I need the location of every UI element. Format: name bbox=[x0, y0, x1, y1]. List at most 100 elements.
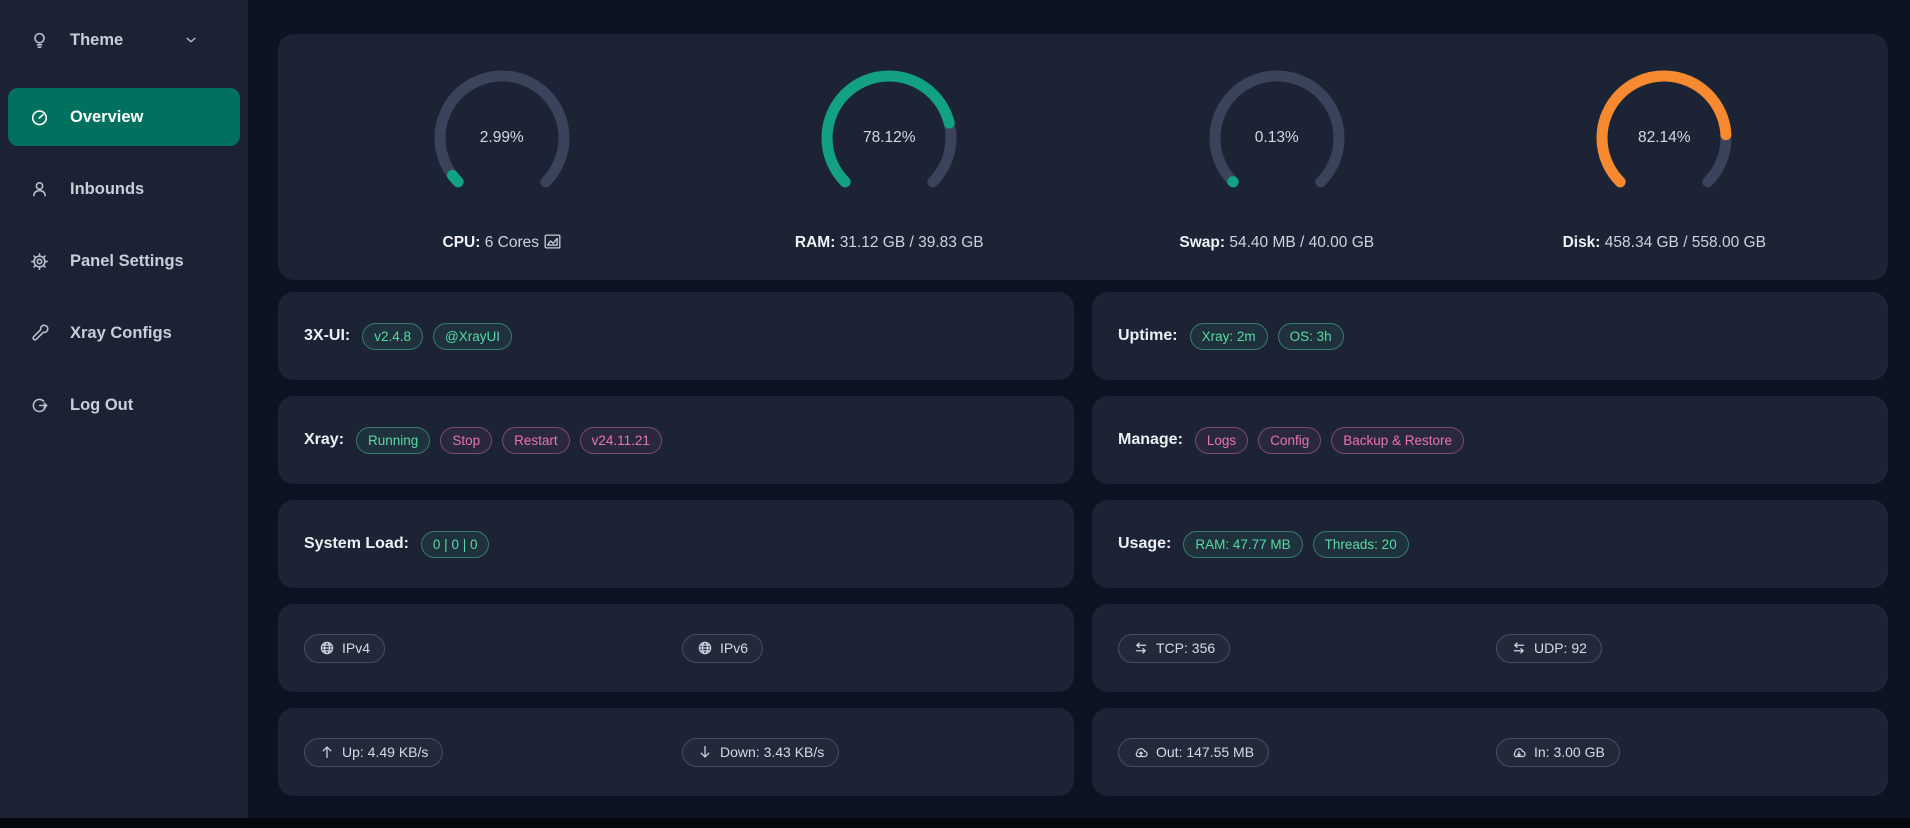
xray-version-tag[interactable]: v24.11.21 bbox=[579, 426, 662, 454]
disk-percent: 82.14% bbox=[1637, 128, 1691, 146]
tag-group: v2.4.8 @XrayUI bbox=[362, 322, 512, 350]
pill-label: UDP: 92 bbox=[1534, 640, 1587, 656]
chevron-down-icon bbox=[183, 32, 199, 48]
swap-arrows-icon bbox=[1133, 640, 1149, 656]
cloud-up-icon bbox=[1133, 744, 1149, 760]
pill-label: Out: 147.55 MB bbox=[1156, 744, 1255, 760]
arrow-up-icon bbox=[319, 744, 335, 760]
swap-percent: 0.13% bbox=[1254, 128, 1299, 146]
disk-label: Disk: 458.34 GB / 558.00 GB bbox=[1562, 233, 1766, 251]
ipv4-pill[interactable]: IPv4 bbox=[304, 633, 386, 663]
arrow-down-icon bbox=[697, 744, 713, 760]
sidebar-item-label: Panel Settings bbox=[70, 251, 184, 270]
swap-gauge: 0.13% bbox=[1202, 63, 1352, 213]
speed-card: Up: 4.49 KB/s Down: 3.43 KB/s bbox=[278, 708, 1074, 796]
traffic-card: Out: 147.55 MB In: 3.00 GB bbox=[1092, 708, 1888, 796]
pill-slot: TCP: 356 bbox=[1118, 633, 1484, 663]
panel-version-tag[interactable]: v2.4.8 bbox=[362, 322, 424, 350]
tag-group: Xray: 2m OS: 3h bbox=[1189, 322, 1344, 350]
pill-label: IPv6 bbox=[720, 640, 749, 656]
download-speed-pill: Down: 3.43 KB/s bbox=[682, 737, 840, 767]
globe-icon bbox=[319, 640, 335, 656]
pill-slot: Up: 4.49 KB/s bbox=[304, 737, 670, 767]
sidebar-item-label: Overview bbox=[70, 107, 144, 126]
pill-label: In: 3.00 GB bbox=[1534, 744, 1605, 760]
sidebar-item-inbounds[interactable]: Inbounds bbox=[8, 165, 240, 213]
sidebar-item-label: Theme bbox=[70, 30, 124, 49]
xray-uptime-tag: Xray: 2m bbox=[1189, 322, 1268, 350]
cpu-label: CPU: 6 Cores bbox=[392, 234, 612, 252]
uptime-card: Uptime: Xray: 2m OS: 3h bbox=[1092, 292, 1888, 380]
disk-gauge: 82.14% bbox=[1589, 63, 1739, 213]
connections-card: TCP: 356 UDP: 92 bbox=[1092, 604, 1888, 692]
ram-gauge-block: 78.12% RAM: 31.12 GB / 39.83 GB bbox=[779, 63, 999, 252]
xray-status-tag: Running bbox=[356, 426, 431, 454]
sidebar-item-label: Xray Configs bbox=[70, 323, 172, 342]
threads-tag: Threads: 20 bbox=[1312, 530, 1409, 558]
config-button[interactable]: Config bbox=[1258, 426, 1322, 454]
swap-gauge-block: 0.13% Swap: 54.40 MB / 40.00 GB bbox=[1167, 63, 1387, 252]
tag-group: Running Stop Restart v24.11.21 bbox=[356, 426, 662, 454]
telegram-channel-tag[interactable]: @XrayUI bbox=[433, 322, 512, 350]
logout-icon bbox=[30, 396, 49, 415]
card-label: 3X-UI: bbox=[304, 327, 351, 344]
backup-restore-button[interactable]: Backup & Restore bbox=[1331, 426, 1465, 454]
dashboard-gauge-icon bbox=[30, 108, 49, 127]
sidebar-item-xray-configs[interactable]: Xray Configs bbox=[8, 309, 240, 357]
system-load-tag: 0 | 0 | 0 bbox=[420, 530, 490, 558]
traffic-in-pill: In: 3.00 GB bbox=[1496, 737, 1620, 767]
main-content: 2.99% CPU: 6 Cores 78.12% RAM: 31.12 GB … bbox=[248, 0, 1910, 796]
pill-slot: IPv6 bbox=[682, 633, 1048, 663]
pill-slot: UDP: 92 bbox=[1496, 633, 1862, 663]
pill-slot: IPv4 bbox=[304, 633, 670, 663]
xray-stop-button[interactable]: Stop bbox=[440, 426, 493, 454]
panel-info-card: 3X-UI: v2.4.8 @XrayUI bbox=[278, 292, 1074, 380]
sidebar-item-panel-settings[interactable]: Panel Settings bbox=[8, 237, 240, 285]
ip-card: IPv4 IPv6 bbox=[278, 604, 1074, 692]
sidebar-item-label: Log Out bbox=[70, 395, 134, 414]
sidebar: Theme Overview Inbounds Panel Settings X… bbox=[0, 0, 248, 818]
pill-slot: Out: 147.55 MB bbox=[1118, 737, 1484, 767]
card-label: System Load: bbox=[304, 535, 409, 552]
cpu-gauge: 2.99% bbox=[427, 63, 577, 213]
system-load-card: System Load: 0 | 0 | 0 bbox=[278, 500, 1074, 588]
pill-label: TCP: 356 bbox=[1156, 640, 1216, 656]
cloud-down-icon bbox=[1511, 744, 1527, 760]
upload-speed-pill: Up: 4.49 KB/s bbox=[304, 737, 444, 767]
os-uptime-tag: OS: 3h bbox=[1277, 322, 1344, 350]
pill-label: IPv4 bbox=[342, 640, 371, 656]
udp-count-pill: UDP: 92 bbox=[1496, 633, 1602, 663]
logs-button[interactable]: Logs bbox=[1194, 426, 1249, 454]
card-label: Manage: bbox=[1118, 431, 1183, 448]
pill-label: Up: 4.49 KB/s bbox=[342, 744, 429, 760]
tcp-count-pill: TCP: 356 bbox=[1118, 633, 1231, 663]
manage-card: Manage: Logs Config Backup & Restore bbox=[1092, 396, 1888, 484]
pill-label: Down: 3.43 KB/s bbox=[720, 744, 825, 760]
card-label: Uptime: bbox=[1118, 327, 1178, 344]
cpu-chart-icon[interactable] bbox=[544, 233, 561, 249]
sidebar-item-log-out[interactable]: Log Out bbox=[8, 381, 240, 429]
person-icon bbox=[30, 180, 49, 199]
traffic-out-pill: Out: 147.55 MB bbox=[1118, 737, 1270, 767]
ram-label: RAM: 31.12 GB / 39.83 GB bbox=[794, 233, 984, 251]
pill-slot: Down: 3.43 KB/s bbox=[682, 737, 1048, 767]
globe-icon bbox=[697, 640, 713, 656]
xray-card: Xray: Running Stop Restart v24.11.21 bbox=[278, 396, 1074, 484]
usage-card: Usage: RAM: 47.77 MB Threads: 20 bbox=[1092, 500, 1888, 588]
system-stats-card: 2.99% CPU: 6 Cores 78.12% RAM: 31.12 GB … bbox=[278, 34, 1888, 280]
swap-arrows-icon bbox=[1511, 640, 1527, 656]
sidebar-item-overview[interactable]: Overview bbox=[8, 88, 240, 146]
xray-restart-button[interactable]: Restart bbox=[502, 426, 570, 454]
panel-ram-usage-tag: RAM: 47.77 MB bbox=[1183, 530, 1303, 558]
wrench-icon bbox=[30, 323, 49, 343]
cards-grid: 3X-UI: v2.4.8 @XrayUI Uptime: Xray: 2m OS:… bbox=[278, 292, 1888, 796]
ipv6-pill[interactable]: IPv6 bbox=[682, 633, 764, 663]
pill-slot: In: 3.00 GB bbox=[1496, 737, 1862, 767]
disk-gauge-block: 82.14% Disk: 458.34 GB / 558.00 GB bbox=[1554, 63, 1774, 252]
footer-strip bbox=[0, 818, 1910, 828]
sidebar-item-theme[interactable]: Theme bbox=[8, 16, 240, 64]
swap-label: Swap: 54.40 MB / 40.00 GB bbox=[1179, 233, 1375, 251]
ram-gauge: 78.12% bbox=[814, 63, 964, 213]
sidebar-item-label: Inbounds bbox=[70, 179, 145, 198]
tag-group: RAM: 47.77 MB Threads: 20 bbox=[1183, 530, 1409, 558]
